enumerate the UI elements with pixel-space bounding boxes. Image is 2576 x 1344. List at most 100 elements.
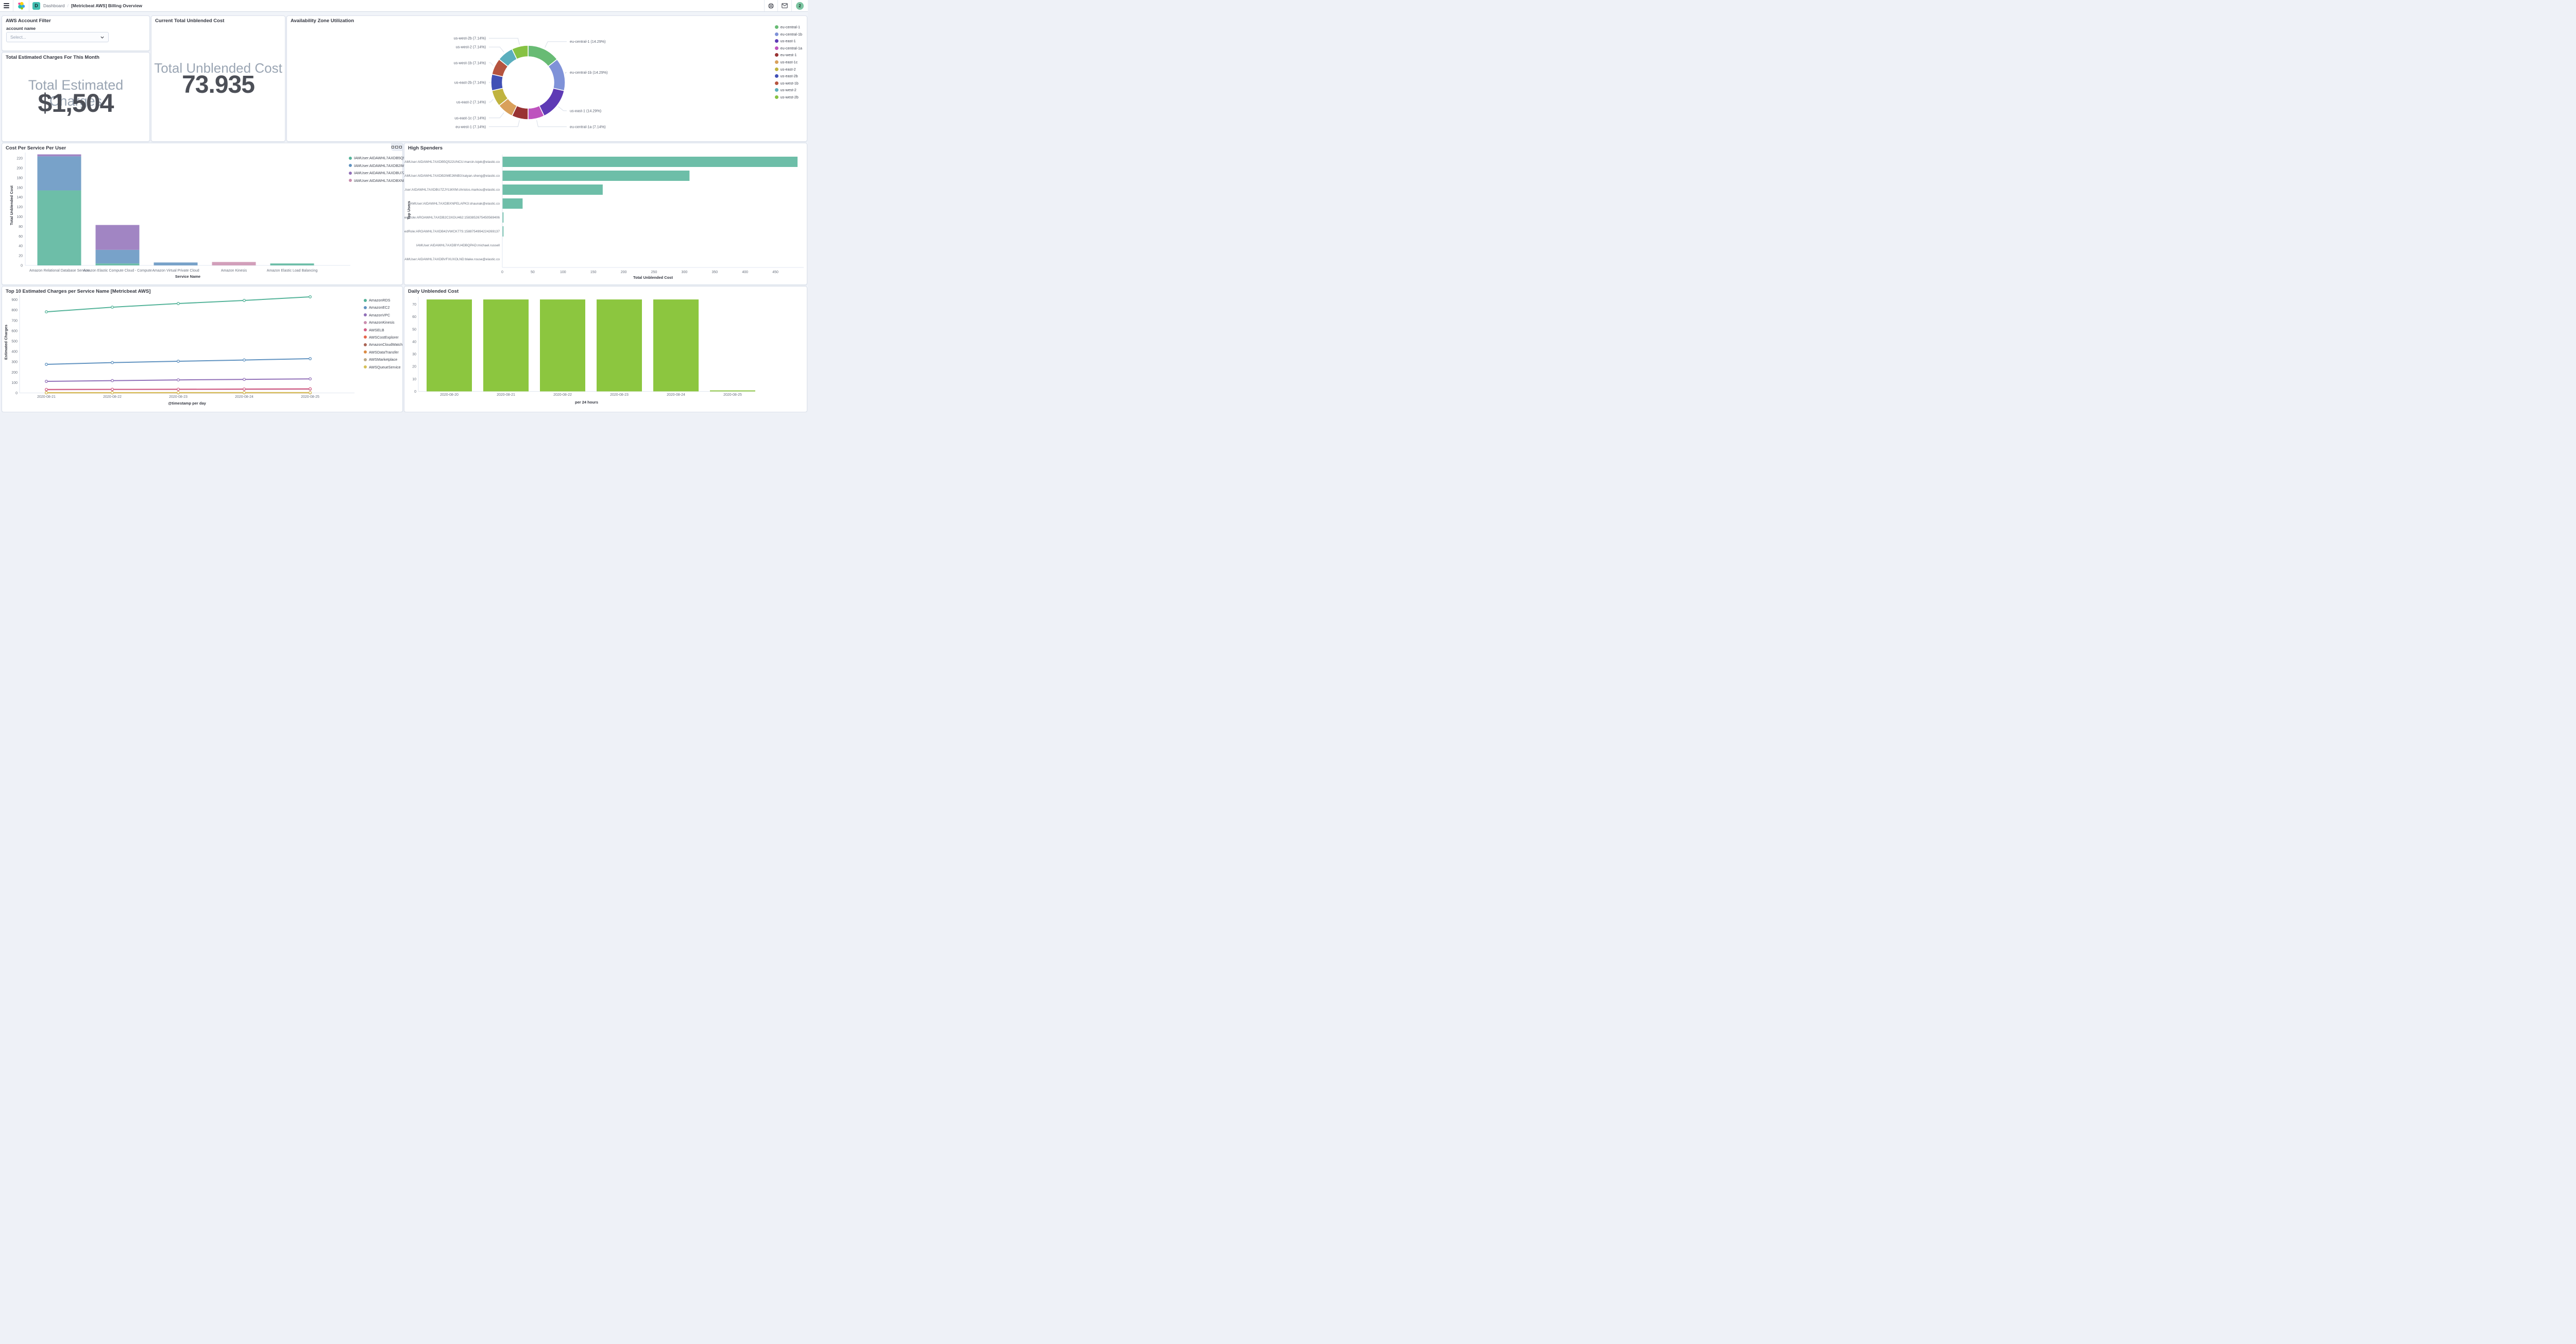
newsfeed-button[interactable] [778, 0, 791, 11]
legend-dot-icon [364, 365, 367, 369]
legend-label: us-east-1c [780, 59, 798, 64]
top10-line-chart: 0 100 200 300 400 500 600 700 800 900 2020-08-21 20… [11, 295, 354, 399]
tick-label: 200 [621, 271, 627, 274]
panel-top10-estimated-charges: Top 10 Estimated Charges per Service Nam… [2, 286, 403, 412]
account-name-select[interactable]: Select... [6, 32, 109, 42]
x-category-label: Amazon Elastic Load Balancing [267, 269, 318, 273]
menu-button[interactable] [0, 0, 13, 11]
legend-item[interactable]: us-east-2 [774, 67, 802, 72]
bar-segment [95, 263, 140, 265]
x-axis-title: Service Name [175, 274, 201, 279]
legend-item[interactable]: us-west-1b [774, 81, 802, 86]
y-category-label: IAMUser:AIDAWHL7AXDBYU4DBQPAD:michael.ru… [416, 244, 500, 247]
bar-segment [37, 154, 81, 157]
y-axis-title: Top Users [406, 201, 411, 220]
user-avatar[interactable]: 2 [796, 2, 804, 10]
donut-callout-line [489, 46, 504, 53]
legend-label: AWSMarketplace [369, 357, 398, 362]
tick-label: 300 [682, 271, 688, 274]
legend-item[interactable]: us-west-2b [774, 95, 802, 99]
legend-label: AWSQueueService [369, 364, 401, 369]
donut-callout-line [536, 120, 567, 127]
az-legend: eu-central-1 eu-central-1b us-east-1 eu-cen… [774, 25, 802, 99]
legend-item[interactable]: AWSDataTransfer [364, 350, 402, 355]
tick-label: 100 [11, 381, 18, 385]
legend-item[interactable]: eu-central-1 [774, 25, 802, 29]
line-point [45, 380, 48, 383]
breadcrumb-separator: / [67, 3, 69, 8]
legend-label: AmazonRDS [369, 298, 391, 303]
help-button[interactable] [765, 0, 777, 11]
tick-label: 0 [15, 392, 18, 395]
y-axis-title: Total Unblended Cost [9, 186, 14, 225]
legend-dot-icon [774, 81, 778, 85]
daily-bar [710, 390, 755, 392]
x-date-label: 2020-08-25 [723, 393, 742, 397]
legend-dot-icon [774, 88, 778, 92]
space-badge[interactable]: D [32, 2, 40, 10]
line-point [45, 391, 48, 395]
line-point [111, 306, 114, 309]
hamburger-icon [4, 3, 9, 8]
panel-availability-zone-utilization: Availability Zone Utilization eu-central… [286, 15, 807, 142]
legend-item[interactable]: us-west-2 [774, 88, 802, 92]
legend-item[interactable]: AWSELB [364, 328, 402, 332]
bar-segment [95, 225, 140, 250]
nav-divider [791, 0, 792, 11]
tick-label: 10 [412, 378, 416, 381]
legend-item[interactable]: IAMUser:AIDAWHL7AXDB5Q5... [349, 156, 409, 160]
legend-dot-icon [774, 60, 778, 64]
legend-item[interactable]: IAMUser:AIDAWHL7AXDB2IM... [349, 163, 409, 168]
tick-label: 50 [412, 328, 416, 331]
legend-item[interactable]: eu-west-1 [774, 53, 802, 57]
legend-item[interactable]: us-east-1c [774, 59, 802, 64]
legend-item[interactable]: AWSCostExplorer [364, 335, 402, 340]
metric-value: 73.935 [182, 71, 255, 98]
legend-item[interactable]: IAMUser:AIDAWHL7AXDBXNP... [349, 178, 409, 183]
legend-item[interactable]: us-east-2b [774, 74, 802, 78]
help-life-ring-icon [768, 3, 774, 9]
legend-dot-icon [349, 179, 352, 182]
panel-total-estimated-charges: Total Estimated Charges For This Month T… [2, 52, 150, 142]
line-point [177, 388, 180, 391]
panel-title: Availability Zone Utilization [291, 18, 354, 24]
donut-slice-us-west-2b [511, 45, 529, 60]
panel-title: Current Total Unblended Cost [155, 18, 225, 24]
legend-label: IAMUser:AIDAWHL7AXDBXNP... [354, 178, 409, 183]
legend-item[interactable]: eu-central-1b [774, 32, 802, 37]
hbar [502, 212, 504, 223]
metric-value: $1,504 [38, 89, 114, 117]
donut-callout-label: eu-central-1a (7.14%) [570, 124, 606, 129]
legend-item[interactable]: IAMUser:AIDAWHL7AXDBU7Z... [349, 171, 409, 175]
nav-divider [777, 0, 778, 11]
donut-callout-label: eu-central-1b (14.29%) [570, 70, 608, 75]
elastic-logo[interactable] [13, 0, 29, 11]
line-point [309, 391, 312, 394]
legend-item[interactable]: AmazonRDS [364, 298, 402, 303]
donut-callout-label: eu-west-1 (7.14%) [455, 124, 486, 129]
legend-item[interactable]: AWSMarketplace [364, 357, 402, 362]
donut-callout-line [489, 99, 494, 103]
line-point [309, 377, 312, 381]
daily-bar [540, 299, 585, 392]
legend-dot-icon [774, 25, 778, 29]
nav-right: 2 [764, 0, 808, 11]
y-category-label: AssumedRole:AROAWHL7AXDB42VWCK77S:158875… [404, 230, 500, 233]
hbar [502, 198, 523, 209]
panel-options-button[interactable] [391, 143, 402, 151]
tick-label: 0 [501, 271, 503, 274]
legend-item[interactable]: AmazonCloudWatch [364, 342, 402, 347]
legend-label: AmazonVPC [369, 312, 391, 317]
line-point [111, 379, 114, 382]
line-point [243, 391, 246, 394]
breadcrumb-dashboard-link[interactable]: Dashboard [43, 3, 65, 8]
line-point [243, 299, 246, 302]
legend-item[interactable]: us-east-1 [774, 39, 802, 43]
legend-item[interactable]: AmazonKinesis [364, 320, 402, 325]
legend-item[interactable]: AmazonVPC [364, 313, 402, 317]
legend-item[interactable]: AWSQueueService [364, 365, 402, 369]
legend-item[interactable]: eu-central-1a [774, 46, 802, 51]
panel-cost-per-service-per-user: Cost Per Service Per User 0 20 40 60 80 100 12… [2, 143, 409, 285]
legend-dot-icon [349, 164, 352, 167]
legend-item[interactable]: AmazonEC2 [364, 305, 402, 310]
